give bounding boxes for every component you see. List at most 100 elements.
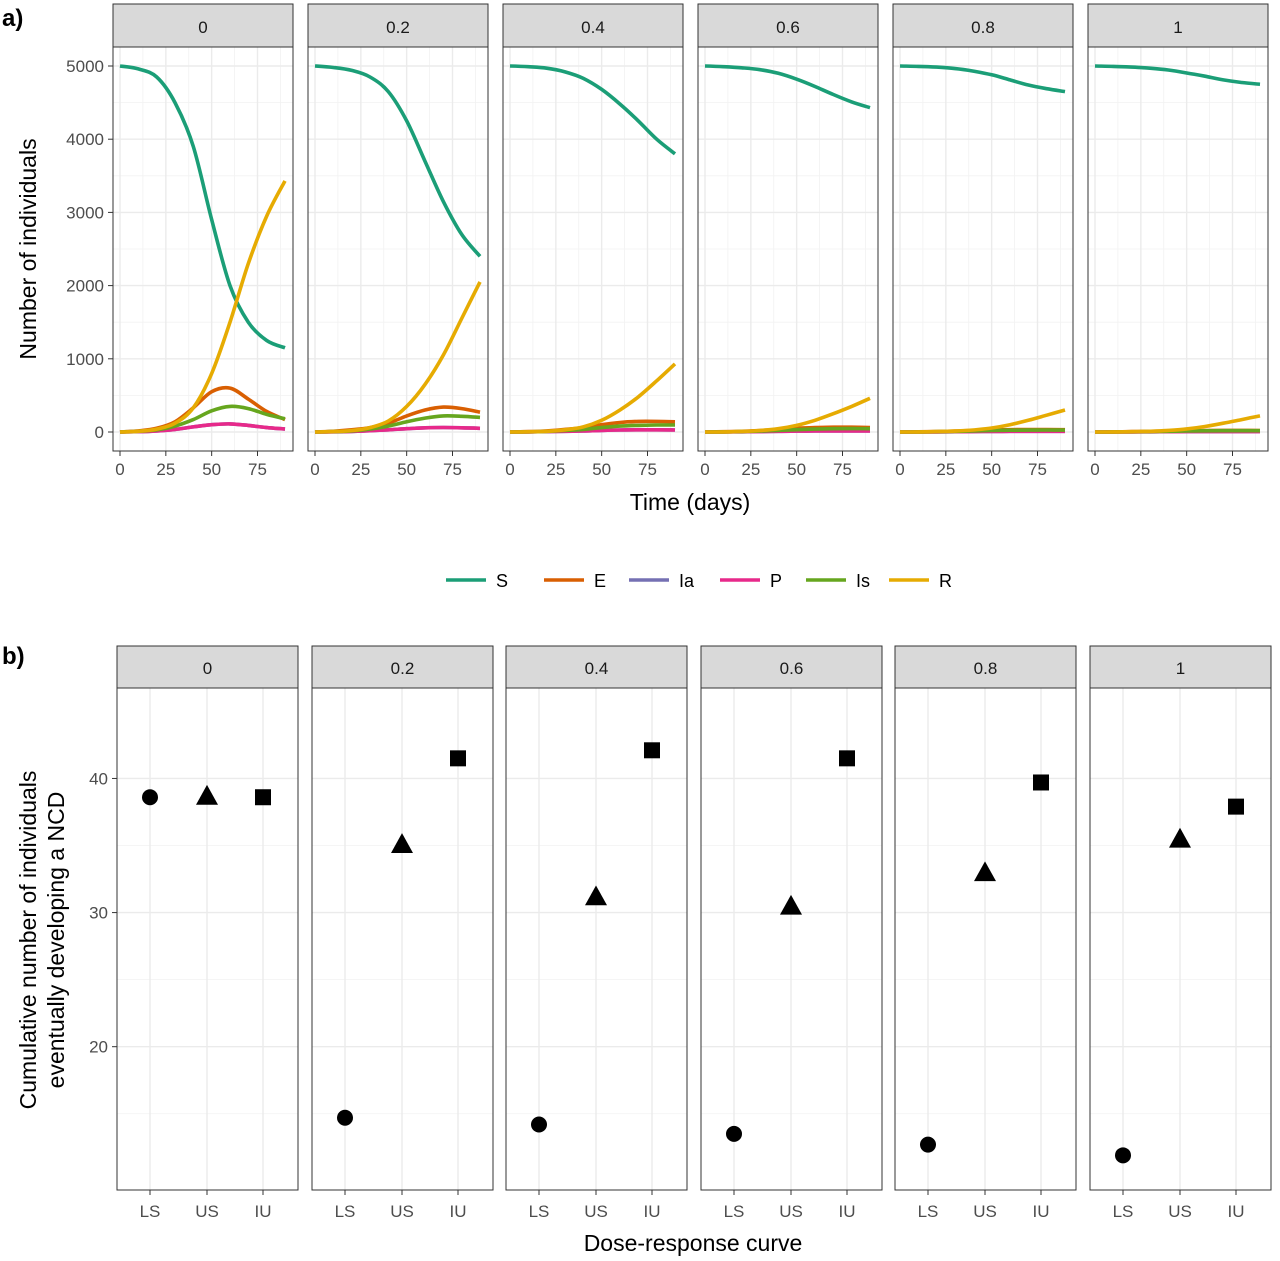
y-tick-label: 3000 [66,203,104,222]
x-tick-label: US [1168,1202,1192,1221]
point-ls [1115,1147,1131,1164]
panel-border [112,46,294,452]
x-tick-label: LS [918,1202,939,1221]
facet-strip [311,645,494,689]
point-us [391,833,413,853]
y-tick-label: 30 [89,904,108,923]
x-tick-label: US [779,1202,803,1221]
x-tick-label: US [195,1202,219,1221]
x-tick-label: IU [1228,1202,1245,1221]
point-us [585,885,607,906]
x-tick-label: 25 [546,460,565,479]
facet-strip-label: 0 [198,18,207,37]
x-tick-label: 50 [982,460,1001,479]
x-tick-label: 0 [505,460,514,479]
legend-label-ia: Ia [679,571,695,591]
point-us [974,861,996,882]
x-axis-title: Time (days) [630,489,751,515]
x-tick-label: IU [450,1202,467,1221]
point-us [1169,827,1191,848]
point-iu [839,750,855,767]
x-tick-label: 0 [115,460,124,479]
x-tick-label: 75 [443,460,462,479]
x-tick-label: IU [644,1202,661,1221]
y-tick-label: 5000 [66,57,104,76]
facet-strip-label: 0.6 [780,659,804,678]
facet-strip-label: 0.4 [581,18,605,37]
x-tick-label: 25 [156,460,175,479]
panel-border [502,46,684,452]
chart-b-ncd-scatter: 0 LS US IU 20 30 40 0.2 LS US IU 0.4 LS US IU 0.6 LS US IU… [15,645,1272,1256]
series-line-r [704,396,871,434]
x-tick-label: LS [1113,1202,1134,1221]
x-tick-label: IU [255,1202,272,1221]
facet-strip [1087,3,1269,48]
panel-border [892,46,1074,452]
legend-label-r: R [939,571,952,591]
series-line-s [1094,64,1261,87]
point-iu [255,789,271,806]
point-ls [726,1125,742,1142]
series-line-r [1094,414,1261,434]
point-ls [531,1116,547,1133]
facet-strip [505,645,688,689]
point-ls [337,1109,353,1126]
x-tick-label: 0 [1090,460,1099,479]
x-axis-title: Dose-response curve [584,1230,803,1256]
series-line-r [314,281,482,434]
y-tick-label: 0 [95,423,104,442]
panel-label-a: a) [2,5,23,32]
y-tick-label: 20 [89,1038,108,1057]
facet-strip-label: 0.2 [391,659,415,678]
x-tick-label: 75 [833,460,852,479]
x-tick-label: LS [724,1202,745,1221]
panel-label-b: b) [2,643,25,670]
facet-strip-label: 1 [1173,18,1182,37]
series-line-s [899,64,1066,94]
facet-strip-label: 0.4 [585,659,609,678]
series-line-s [509,64,677,156]
point-us [196,784,218,805]
x-tick-label: 0 [700,460,709,479]
point-iu [1033,774,1049,791]
x-tick-label: 50 [592,460,611,479]
y-tick-label: 1000 [66,350,104,369]
y-tick-label: 2000 [66,277,104,296]
x-tick-label: 25 [1131,460,1150,479]
panel-border [307,46,489,452]
x-tick-label: 25 [936,460,955,479]
series-line-s [704,64,871,110]
x-tick-label: 75 [638,460,657,479]
legend-label-p: P [770,571,782,591]
series-line-s [314,64,482,258]
x-tick-label: 25 [351,460,370,479]
legend-label-s: S [496,571,508,591]
point-iu [644,742,660,759]
x-tick-label: US [390,1202,414,1221]
x-tick-label: 50 [787,460,806,479]
point-iu [450,750,466,767]
facet-strip-label: 0.8 [971,18,995,37]
y-axis-title: Number of individuals [15,138,41,359]
point-ls [920,1136,936,1153]
series-line-r [899,408,1066,434]
x-tick-label: LS [529,1202,550,1221]
facet-strip [112,3,294,48]
panel-border [1087,46,1269,452]
x-tick-label: 50 [397,460,416,479]
x-tick-label: LS [335,1202,356,1221]
legend-label-e: E [594,571,606,591]
facet-strip-label: 0.2 [386,18,410,37]
x-tick-label: LS [140,1202,161,1221]
series-line-r [119,180,287,434]
facet-strip [700,645,883,689]
legend-label-is: Is [856,571,870,591]
x-tick-label: US [584,1202,608,1221]
y-axis-title-line-1: Cumulative number of individuals [15,771,41,1110]
point-us [780,894,802,915]
series-line-r [509,362,677,434]
facet-strip-label: 0.6 [776,18,800,37]
x-tick-label: 0 [310,460,319,479]
